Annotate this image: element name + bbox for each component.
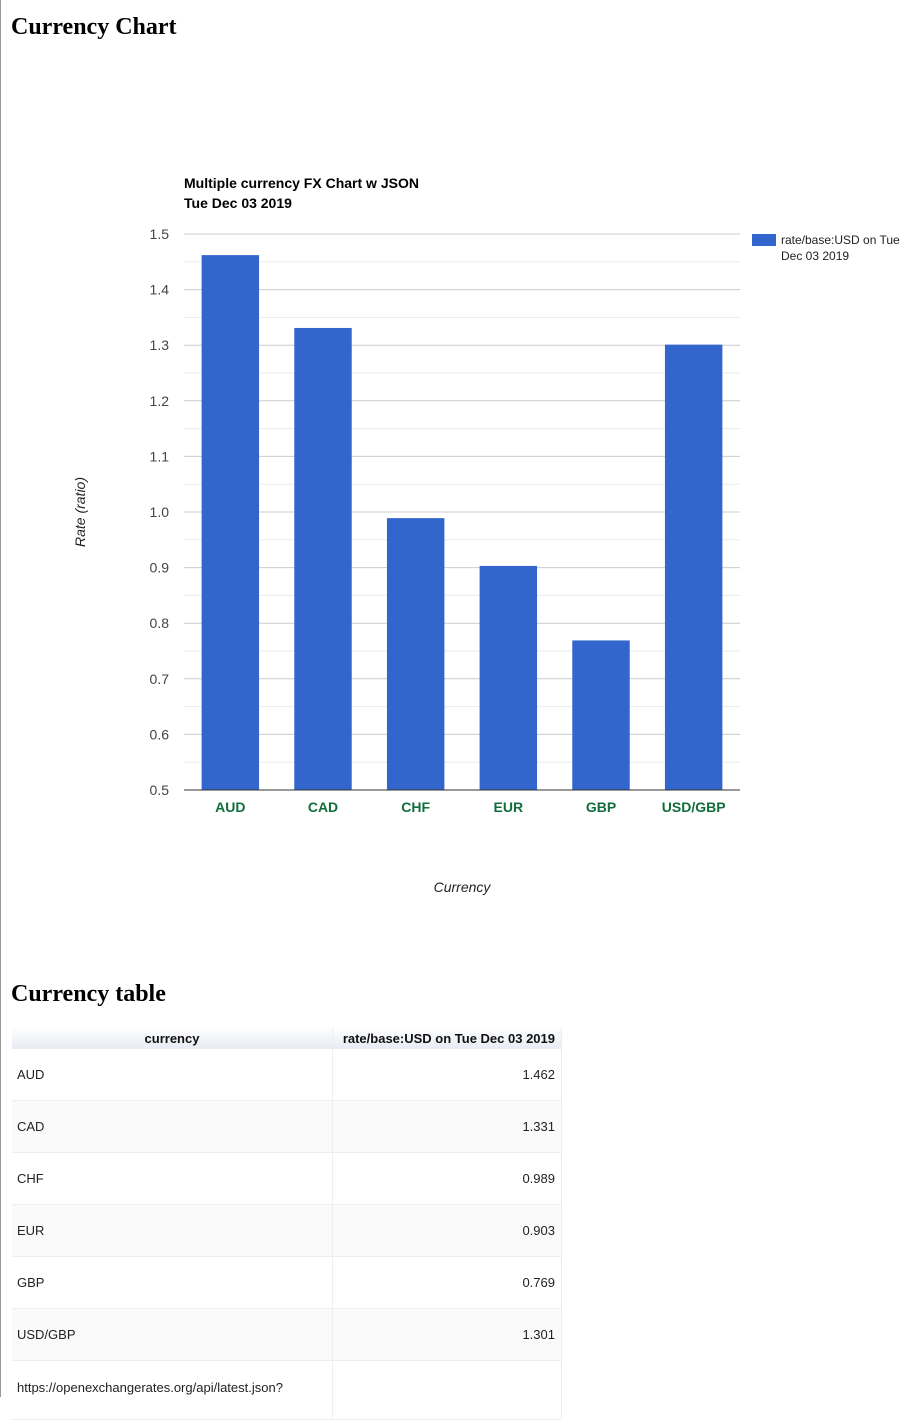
cell-rate: 1.331 [332, 1100, 562, 1153]
cell-empty [332, 1360, 562, 1420]
table-row: CAD 1.331 [12, 1100, 562, 1153]
cell-currency: USD/GBP [12, 1308, 333, 1361]
y-tick-label: 0.6 [150, 726, 170, 742]
column-header-currency[interactable]: currency [12, 1027, 333, 1049]
x-tick-labels: AUD CAD CHF EUR GBP USD/GBP [215, 799, 725, 815]
table-heading: Currency table [11, 981, 166, 1007]
y-tick-label: 0.7 [150, 671, 170, 687]
legend-label-line-1: rate/base:USD on Tue [781, 233, 900, 247]
cell-rate: 0.903 [332, 1204, 562, 1257]
y-tick-label: 0.9 [150, 560, 170, 576]
bars [201, 255, 723, 790]
table-row-source: https://openexchangerates.org/api/latest… [12, 1360, 562, 1420]
cell-rate: 0.769 [332, 1256, 562, 1309]
grid-lines [184, 233, 740, 791]
y-tick-label: 1.0 [150, 504, 170, 520]
x-tick-label: GBP [586, 799, 616, 815]
legend-label-line-2: Dec 03 2019 [781, 249, 849, 263]
cell-rate: 1.301 [332, 1308, 562, 1361]
table-row: USD/GBP 1.301 [12, 1308, 562, 1361]
currency-table: currency rate/base:USD on Tue Dec 03 201… [12, 1027, 562, 1420]
legend-swatch [752, 234, 776, 246]
cell-currency: GBP [12, 1256, 333, 1309]
x-tick-label: CHF [401, 799, 430, 815]
chart-heading: Currency Chart [11, 14, 177, 40]
x-tick-label: AUD [215, 799, 245, 815]
y-tick-label: 1.4 [150, 282, 170, 298]
cell-currency: AUD [12, 1049, 333, 1101]
y-tick-label: 0.8 [150, 615, 170, 631]
y-tick-label: 0.5 [150, 782, 170, 798]
cell-rate: 0.989 [332, 1152, 562, 1205]
bar-cad[interactable] [294, 327, 352, 790]
currency-bar-chart: Multiple currency FX Chart w JSON Tue De… [1, 150, 923, 910]
x-tick-label: EUR [494, 799, 524, 815]
table-row: EUR 0.903 [12, 1204, 562, 1257]
chart-svg: Multiple currency FX Chart w JSON Tue De… [72, 175, 903, 895]
currency-table-grid: currency rate/base:USD on Tue Dec 03 201… [12, 1027, 562, 1420]
table-row: AUD 1.462 [12, 1049, 562, 1101]
bar-usd-gbp[interactable] [664, 344, 723, 790]
y-tick-label: 1.5 [150, 226, 170, 242]
bar-chf[interactable] [386, 518, 445, 790]
source-url[interactable]: https://openexchangerates.org/api/latest… [12, 1360, 333, 1420]
chart-subtitle: Tue Dec 03 2019 [184, 195, 292, 211]
bar-eur[interactable] [479, 565, 538, 790]
table-header-row: currency rate/base:USD on Tue Dec 03 201… [12, 1027, 562, 1049]
legend: rate/base:USD on Tue Dec 03 2019 [752, 233, 903, 263]
y-tick-label: 1.1 [150, 448, 170, 464]
cell-rate: 1.462 [332, 1049, 562, 1101]
y-tick-label: 1.2 [150, 393, 170, 409]
cell-currency: CHF [12, 1152, 333, 1205]
table-row: CHF 0.989 [12, 1152, 562, 1205]
bar-aud[interactable] [201, 255, 260, 790]
cell-currency: CAD [12, 1100, 333, 1153]
x-tick-label: CAD [308, 799, 338, 815]
chart-title: Multiple currency FX Chart w JSON [184, 175, 419, 191]
table-body: AUD 1.462 CAD 1.331 CHF 0.989 EUR 0.903 … [12, 1049, 562, 1420]
y-tick-label: 1.3 [150, 337, 170, 353]
legend-label: rate/base:USD on Tue Dec 03 2019 [781, 233, 903, 263]
table-row: GBP 0.769 [12, 1256, 562, 1309]
x-tick-label: USD/GBP [662, 799, 726, 815]
x-axis-label: Currency [434, 879, 492, 895]
column-header-rate[interactable]: rate/base:USD on Tue Dec 03 2019 [332, 1027, 562, 1049]
y-axis-label: Rate (ratio) [72, 477, 88, 547]
bar-gbp[interactable] [572, 640, 630, 790]
y-tick-labels: 0.5 0.6 0.7 0.8 0.9 1.0 1.1 1.2 1.3 1.4 1.5 [150, 226, 170, 798]
cell-currency: EUR [12, 1204, 333, 1257]
